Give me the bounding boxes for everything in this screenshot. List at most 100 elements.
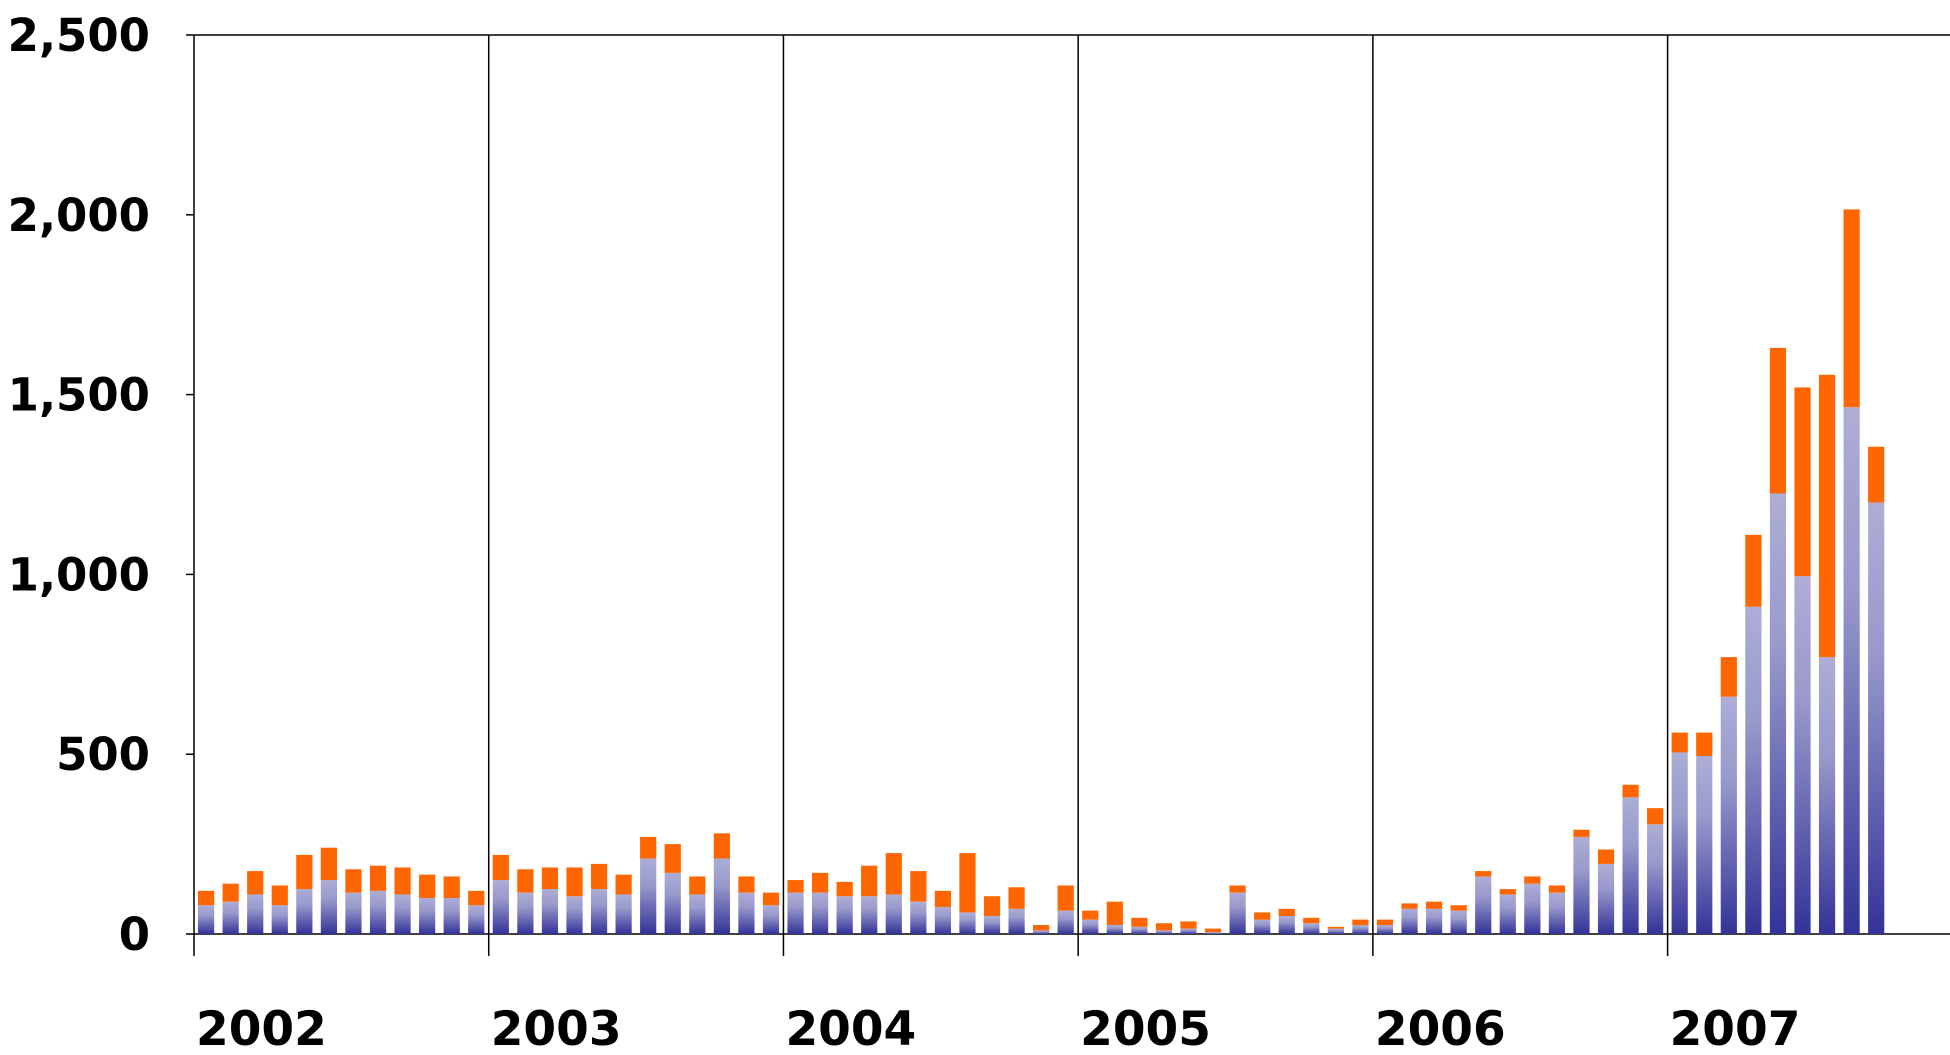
bar-segment — [1475, 871, 1492, 877]
y-tick-label: 2,000 — [8, 189, 150, 242]
bar-segment — [689, 894, 706, 934]
bar-segment — [1278, 916, 1295, 934]
bar-segment — [1008, 908, 1025, 934]
bar-segment — [885, 894, 902, 934]
bar-segment — [1843, 209, 1860, 408]
bar-segment — [247, 871, 264, 895]
bar-segment — [271, 905, 288, 934]
bar-segment — [345, 892, 362, 934]
bar-segment — [1622, 797, 1639, 934]
bar-segment — [1352, 919, 1369, 926]
bar-segment — [713, 858, 730, 934]
bar-segment — [934, 907, 951, 934]
bar-segment — [419, 898, 436, 934]
bar-segment — [1573, 836, 1590, 934]
bar-segment — [1720, 696, 1737, 934]
bar-segment — [1401, 903, 1418, 909]
bar-segment — [812, 892, 829, 934]
bar-segment — [1008, 887, 1025, 909]
bar-segment — [1843, 407, 1860, 934]
bar-segment — [1180, 921, 1197, 929]
bar-segment — [1131, 917, 1148, 927]
bar-segment — [1327, 926, 1344, 929]
bar-segment — [1794, 387, 1811, 577]
bar-segment — [1499, 889, 1516, 895]
bar-segment — [762, 892, 780, 906]
bar-segment — [1671, 732, 1688, 753]
bar-segment — [1499, 894, 1516, 934]
bar-segment — [983, 916, 1001, 934]
bar-segment — [861, 865, 878, 897]
bar-segment — [1524, 876, 1541, 884]
bar-segment — [590, 863, 608, 890]
bar-segment — [1057, 885, 1074, 911]
bar-segment — [1082, 910, 1099, 920]
bar-segment — [541, 889, 559, 934]
bar-segment — [934, 890, 951, 908]
bar-segment — [296, 889, 313, 934]
bar-segment — [762, 905, 780, 934]
y-tick-label: 0 — [119, 908, 150, 961]
bar-segment — [443, 876, 460, 899]
bar-segment — [1745, 534, 1762, 607]
bar-segment — [1254, 912, 1271, 920]
bar-segment — [1426, 901, 1443, 909]
bar-segment — [738, 876, 755, 893]
bar-segment — [198, 905, 215, 934]
bar-segment — [1033, 925, 1050, 931]
x-tick-label: 2002 — [196, 1002, 327, 1055]
bar-segment — [198, 890, 215, 906]
bar-segment — [664, 872, 681, 934]
bar-segment — [836, 881, 853, 897]
bar-segment — [1622, 784, 1639, 798]
bar-segment — [222, 901, 239, 934]
bar-segment — [640, 836, 657, 859]
bar-segment — [1229, 892, 1246, 934]
bar-segment — [1303, 923, 1320, 934]
bar-segment — [640, 858, 657, 934]
bar-segment — [1204, 932, 1222, 934]
bar-segment — [959, 912, 976, 934]
bar-segment — [1033, 930, 1050, 934]
bar-segment — [787, 892, 804, 934]
bar-segment — [1278, 908, 1295, 917]
bar-segment — [247, 894, 264, 934]
bar-segment — [369, 865, 387, 891]
bar-segment — [345, 869, 362, 893]
bar-segment — [1794, 576, 1811, 934]
bar-segment — [1818, 657, 1836, 934]
bar-segment — [1450, 910, 1467, 934]
bar-segment — [1524, 883, 1541, 934]
bar-segment — [1818, 374, 1836, 658]
bar-segment — [615, 874, 632, 895]
bar-segment — [394, 894, 411, 934]
bar-segment — [1597, 849, 1615, 864]
bar-segment — [468, 890, 485, 906]
bar-segment — [885, 853, 902, 895]
y-tick-label: 2,500 — [8, 9, 150, 62]
bar-segment — [517, 869, 534, 893]
bar-segment — [468, 905, 485, 934]
bar-segment — [1376, 919, 1394, 926]
bar-segment — [492, 854, 509, 881]
bar-segment — [222, 883, 239, 902]
bar-segment — [566, 896, 583, 934]
bar-segment — [419, 874, 436, 899]
bar-segment — [320, 880, 337, 934]
bar-segment — [1376, 925, 1394, 934]
bar-segment — [1155, 923, 1173, 931]
bar-segment — [1696, 755, 1713, 934]
bar-segment — [910, 871, 927, 902]
bar-segment — [443, 898, 460, 934]
bar-segment — [320, 847, 337, 881]
bar-segment — [369, 890, 387, 934]
bar-segment — [615, 894, 632, 934]
x-tick-label: 2003 — [491, 1002, 622, 1055]
bar-segment — [1082, 919, 1099, 934]
bar-segment — [1769, 493, 1787, 934]
bar-segment — [1548, 892, 1565, 934]
bar-segment — [689, 876, 706, 895]
bar-segment — [1647, 824, 1664, 934]
bar-segment — [1352, 925, 1369, 934]
